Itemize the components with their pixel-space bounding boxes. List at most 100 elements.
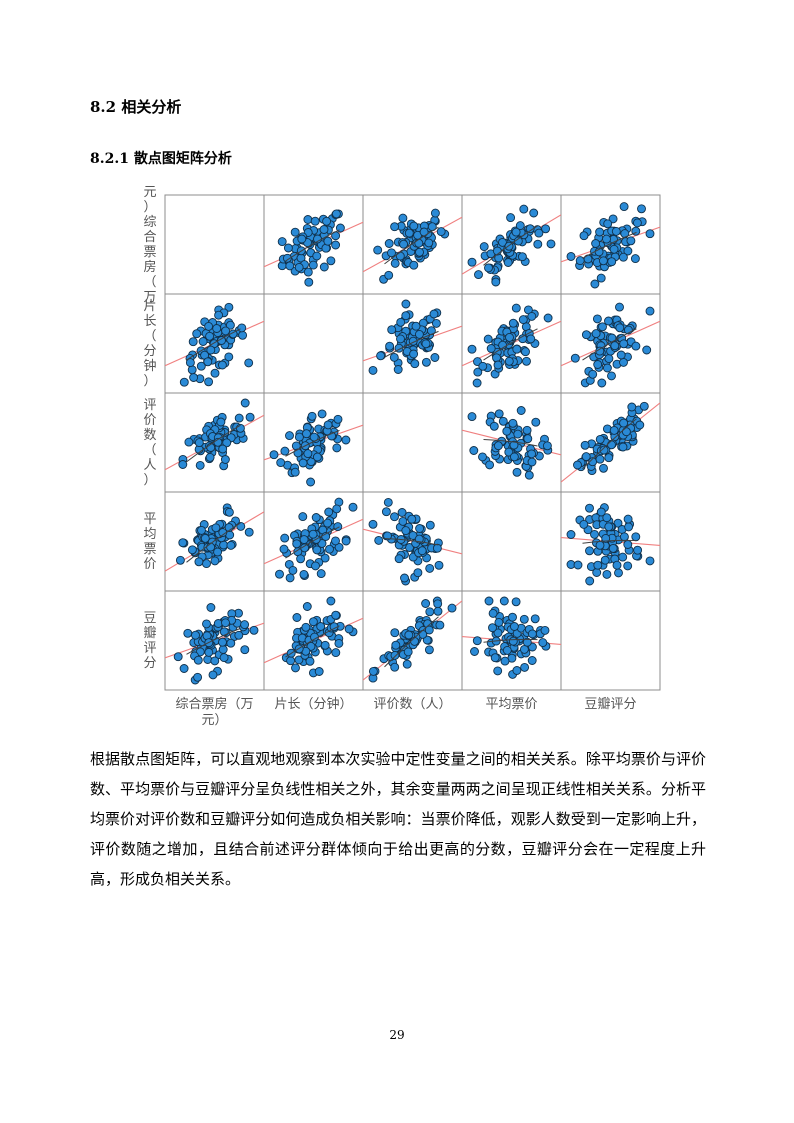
data-point (631, 341, 641, 351)
data-point (504, 447, 514, 457)
data-point (508, 636, 518, 646)
loess-curve-1-3 (483, 328, 538, 361)
data-point (509, 452, 519, 462)
data-point (411, 321, 421, 331)
data-point (527, 629, 537, 639)
data-point (210, 368, 220, 378)
data-point (511, 303, 521, 313)
loess-curve-2-4 (582, 418, 637, 470)
data-point (298, 512, 308, 522)
data-point (275, 569, 284, 579)
data-point (645, 556, 655, 566)
loess-curve-3-4 (582, 539, 637, 544)
data-point (391, 640, 401, 650)
data-point (183, 628, 193, 638)
data-point (374, 535, 384, 545)
data-point (595, 540, 605, 550)
data-point (401, 299, 411, 309)
column-label-3: 平均票价 (485, 697, 537, 712)
data-point (389, 352, 399, 362)
data-point (472, 636, 482, 646)
data-point (540, 625, 550, 635)
data-point (205, 331, 215, 341)
data-point (218, 645, 228, 654)
data-point (538, 638, 548, 648)
data-point (333, 414, 343, 424)
data-point (224, 302, 234, 312)
data-point (596, 507, 606, 517)
data-point (436, 227, 446, 237)
data-point (645, 306, 655, 316)
data-point (397, 508, 407, 517)
data-point (234, 630, 244, 640)
data-point (294, 432, 304, 442)
data-point (522, 637, 532, 647)
data-point (573, 560, 583, 570)
loess-curve-2-3 (483, 439, 538, 447)
data-point (219, 540, 229, 550)
data-point (607, 440, 616, 450)
data-point (424, 645, 434, 655)
data-point (493, 360, 503, 370)
loess-curve-0-4 (582, 231, 637, 259)
matrix-cell-0-0 (164, 194, 265, 295)
data-point (317, 409, 327, 419)
data-point (410, 359, 420, 369)
data-point (373, 245, 383, 255)
data-point (489, 421, 499, 431)
data-point (308, 617, 318, 627)
data-point (240, 398, 250, 408)
data-point (193, 655, 203, 665)
data-point (430, 208, 440, 218)
data-point (238, 330, 248, 340)
data-point (312, 251, 322, 261)
data-point (593, 360, 603, 369)
data-point (623, 540, 633, 549)
loess-curve-0-2 (384, 226, 439, 265)
data-point (410, 636, 419, 646)
data-point (633, 545, 643, 555)
data-point (277, 237, 287, 247)
data-point (433, 606, 443, 616)
data-point (211, 523, 221, 533)
data-point (603, 219, 613, 229)
data-point (409, 349, 419, 359)
data-point (325, 544, 334, 554)
data-point (285, 431, 294, 441)
data-point (591, 329, 601, 339)
data-point (226, 540, 236, 550)
data-point (615, 302, 624, 312)
data-point (504, 356, 514, 366)
data-point (387, 325, 397, 335)
data-point (214, 310, 224, 320)
data-point (206, 542, 216, 552)
data-point (618, 552, 628, 562)
data-point (204, 321, 214, 331)
data-point (614, 568, 623, 578)
data-point (433, 599, 443, 609)
data-point (217, 360, 227, 370)
data-point (533, 239, 543, 249)
data-point (602, 569, 612, 579)
data-point (588, 369, 598, 379)
data-point (500, 656, 510, 666)
data-point (341, 435, 351, 445)
data-point (368, 365, 378, 375)
data-point (319, 262, 329, 272)
data-point (204, 647, 214, 657)
loess-curve-1-2 (384, 330, 439, 358)
data-point (398, 516, 408, 526)
data-point (390, 662, 400, 672)
data-point (184, 437, 194, 447)
page-number: 29 (389, 1028, 405, 1042)
data-point (331, 610, 341, 620)
data-point (234, 413, 244, 423)
data-point (631, 532, 641, 542)
data-point (502, 426, 512, 436)
data-point (592, 314, 602, 324)
data-point (417, 546, 427, 556)
data-point (173, 652, 183, 662)
loess-curve-2-1 (285, 429, 340, 457)
data-point (195, 460, 205, 470)
data-point (303, 449, 313, 459)
